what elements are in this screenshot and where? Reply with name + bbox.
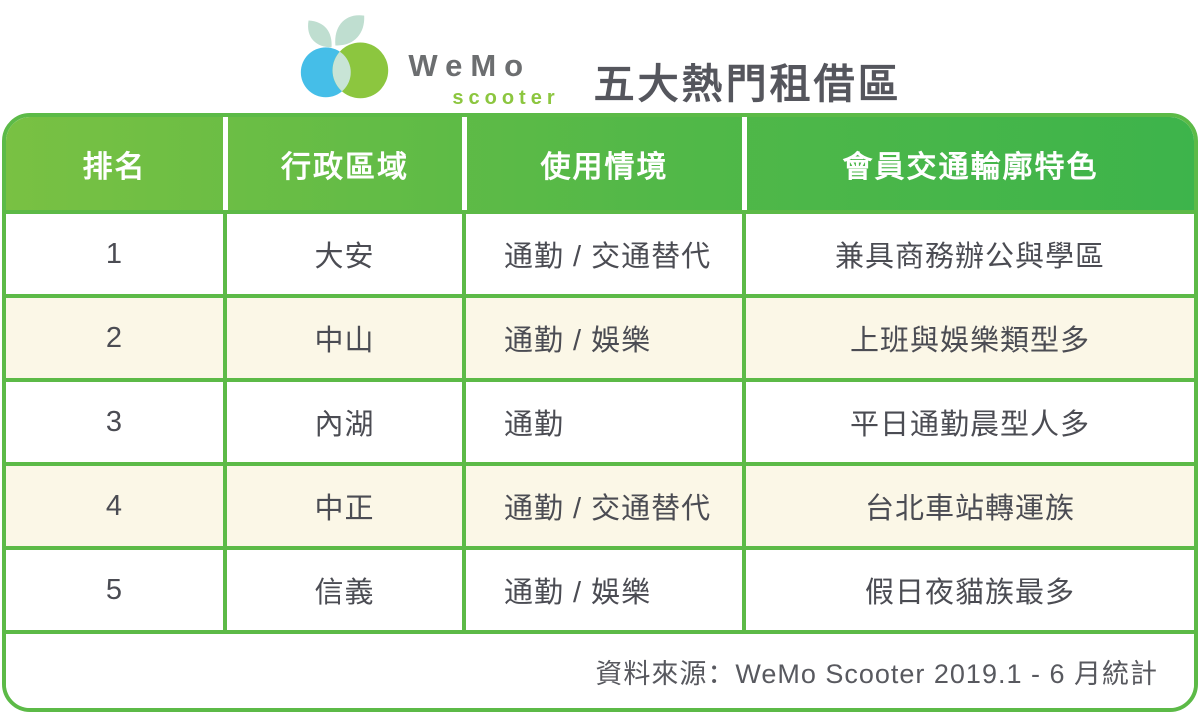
leaf-right-icon [335,15,365,46]
cell-district: 內湖 [223,382,462,462]
cell-usage: 通勤 / 娛樂 [462,298,742,378]
brand-subname: scooter [452,87,560,109]
column-header-usage: 使用情境 [462,117,742,210]
column-header-district: 行政區域 [223,117,462,210]
cell-rank: 1 [105,237,124,270]
cell-district: 中正 [223,466,462,546]
cell-rank: 4 [105,489,124,522]
data-source-note: 資料來源：WeMo Scooter 2019.1 - 6 月統計 [595,658,1158,689]
page-title: 五大熱門租借區 [593,61,902,107]
brand-name: WeMo [408,48,532,83]
wemo-logo-icon [301,15,389,99]
cell-rank: 3 [105,405,124,438]
column-header-rank: 排名 [82,150,147,184]
cell-profile: 假日夜貓族最多 [742,550,1194,630]
cell-profile: 平日通勤晨型人多 [742,382,1194,462]
leaf-left-icon [308,20,333,48]
table-footer-row: 資料來源：WeMo Scooter 2019.1 - 6 月統計 [6,630,1194,708]
table-row: 5 信義 通勤 / 娛樂 假日夜貓族最多 [6,546,1194,630]
cell-usage: 通勤 [462,382,742,462]
table-row: 4 中正 通勤 / 交通替代 台北車站轉運族 [6,462,1194,546]
cell-usage: 通勤 / 交通替代 [462,214,742,294]
cell-district: 大安 [223,214,462,294]
cell-usage: 通勤 / 娛樂 [462,550,742,630]
table-header-row: 排名 行政區域 使用情境 會員交通輪廓特色 [6,117,1194,210]
cell-profile: 上班與娛樂類型多 [742,298,1194,378]
table-row: 1 大安 通勤 / 交通替代 兼具商務辦公與學區 [6,210,1194,294]
brand-header: WeMo scooter 五大熱門租借區 [0,0,1200,113]
table-row: 3 內湖 通勤 平日通勤晨型人多 [6,378,1194,462]
cell-rank: 2 [105,321,124,354]
cell-profile: 台北車站轉運族 [742,466,1194,546]
cell-rank: 5 [105,573,124,606]
column-header-profile: 會員交通輪廓特色 [742,117,1194,210]
cell-district: 信義 [223,550,462,630]
cell-usage: 通勤 / 交通替代 [462,466,742,546]
cell-district: 中山 [223,298,462,378]
cell-profile: 兼具商務辦公與學區 [742,214,1194,294]
brand-wordmark: WeMo scooter [408,48,559,110]
rental-ranking-table: 排名 行政區域 使用情境 會員交通輪廓特色 1 大安 通勤 / 交通替代 兼具商… [2,113,1198,712]
table-row: 2 中山 通勤 / 娛樂 上班與娛樂類型多 [6,294,1194,378]
